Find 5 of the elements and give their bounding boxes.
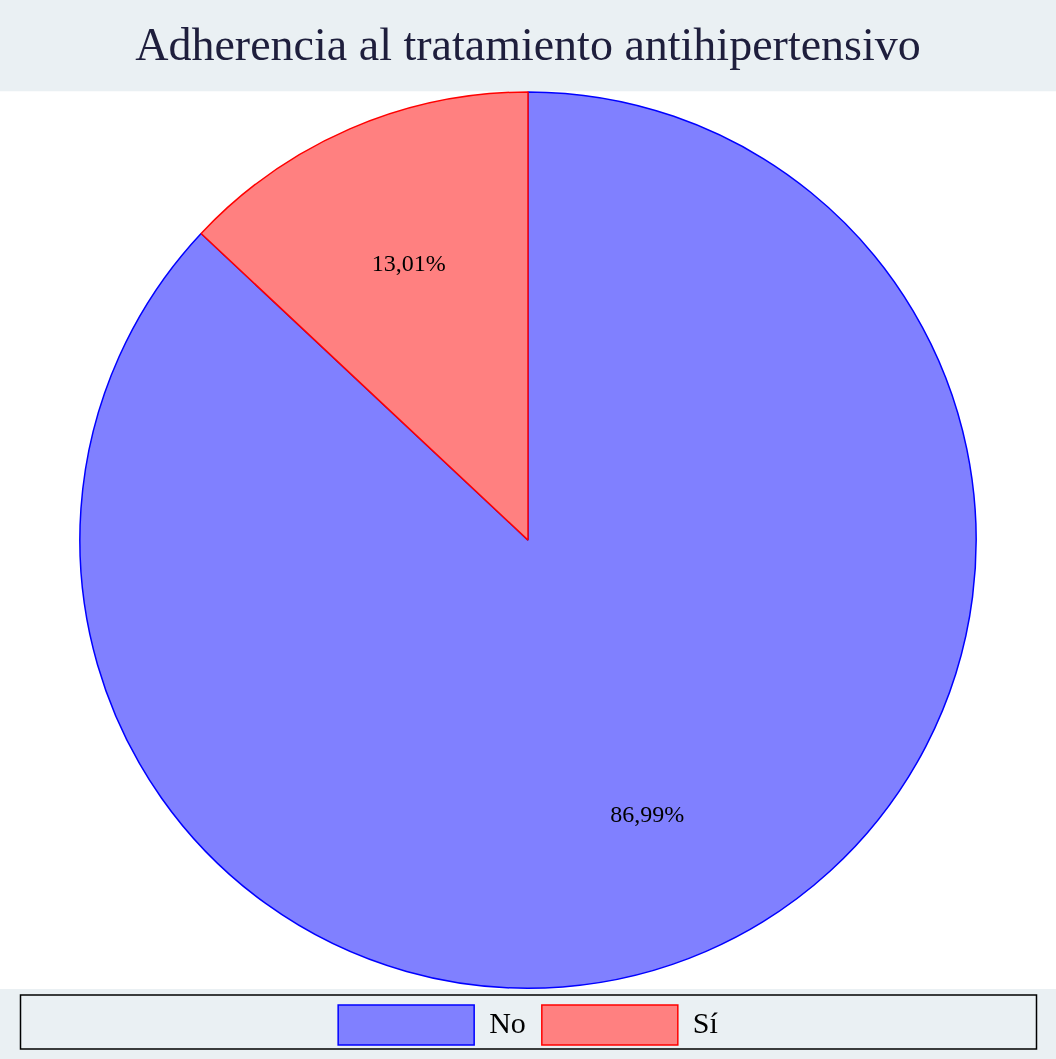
data-label: 13,01% [371, 249, 446, 276]
data-label: 86,99% [610, 800, 685, 827]
legend-label: No [489, 1005, 526, 1039]
legend-label: Sí [692, 1005, 719, 1039]
chart-title: Adherencia al tratamiento antihipertensivo [135, 18, 921, 70]
